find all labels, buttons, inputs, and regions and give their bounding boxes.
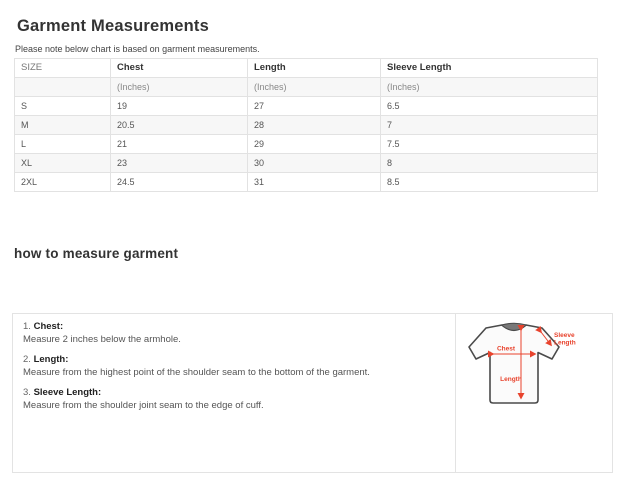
step-number: 2. (23, 354, 31, 365)
cell-chest: 24.5 (110, 172, 248, 192)
sleeve-length-label-line1: Sleeve (554, 332, 575, 339)
tshirt-measurement-diagram: Chest Length Sleeve Length (468, 322, 576, 404)
table-row-l: L 21 29 7.5 (14, 134, 598, 154)
how-to-measure-title: how to measure garment (14, 246, 179, 261)
length-label: Length (500, 376, 522, 383)
measure-instructions: 1. Chest: Measure 2 inches below the arm… (13, 314, 455, 472)
cell-size: S (14, 96, 111, 116)
cell-chest: 21 (110, 134, 248, 154)
instruction-chest-text: Measure 2 inches below the armhole. (23, 334, 181, 345)
cell-size: 2XL (14, 172, 111, 192)
units-cell-chest: (Inches) (110, 77, 248, 97)
instruction-sleeve-length: 3. Sleeve Length: Measure from the shoul… (23, 386, 445, 412)
step-label: Sleeve Length: (33, 387, 102, 398)
cell-size: M (14, 115, 111, 135)
how-to-measure-box: 1. Chest: Measure 2 inches below the arm… (12, 313, 613, 473)
sleeve-length-label-line2: Length (554, 340, 576, 347)
column-header-size: SIZE (14, 58, 111, 78)
tshirt-diagram-panel: Chest Length Sleeve Length (455, 314, 612, 472)
cell-chest: 23 (110, 153, 248, 173)
cell-length: 29 (247, 134, 381, 154)
instruction-length-heading: 2. Length: (23, 353, 445, 366)
cell-sleeve: 8.5 (380, 172, 598, 192)
table-row-2xl: 2XL 24.5 31 8.5 (14, 172, 598, 192)
cell-size: XL (14, 153, 111, 173)
step-label: Chest: (33, 321, 64, 332)
step-number: 1. (23, 321, 31, 332)
instruction-length-text: Measure from the highest point of the sh… (23, 367, 370, 378)
instruction-sleeve-text: Measure from the shoulder joint seam to … (23, 400, 264, 411)
cell-length: 30 (247, 153, 381, 173)
cell-length: 28 (247, 115, 381, 135)
cell-size: L (14, 134, 111, 154)
page-title: Garment Measurements (17, 17, 209, 35)
table-row-m: M 20.5 28 7 (14, 115, 598, 135)
step-label: Length: (33, 354, 69, 365)
units-cell-sleeve: (Inches) (380, 77, 598, 97)
units-cell-length: (Inches) (247, 77, 381, 97)
instruction-length: 2. Length: Measure from the highest poin… (23, 353, 445, 379)
table-row-xl: XL 23 30 8 (14, 153, 598, 173)
cell-chest: 19 (110, 96, 248, 116)
sleeve-arrow (535, 325, 552, 347)
cell-length: 27 (247, 96, 381, 116)
cell-sleeve: 8 (380, 153, 598, 173)
units-cell-empty (14, 77, 111, 97)
cell-sleeve: 6.5 (380, 96, 598, 116)
cell-length: 31 (247, 172, 381, 192)
table-units-row: (Inches) (Inches) (Inches) (14, 77, 598, 97)
instruction-chest-heading: 1. Chest: (23, 320, 445, 333)
column-header-chest: Chest (110, 58, 248, 78)
column-header-sleeve-length: Sleeve Length (380, 58, 598, 78)
table-header-row: SIZE Chest Length Sleeve Length (14, 58, 598, 78)
chest-label: Chest (497, 346, 516, 353)
table-row-s: S 19 27 6.5 (14, 96, 598, 116)
instruction-sleeve-heading: 3. Sleeve Length: (23, 386, 445, 399)
step-number: 3. (23, 387, 31, 398)
size-chart-table: SIZE Chest Length Sleeve Length (Inches)… (14, 58, 598, 192)
instruction-chest: 1. Chest: Measure 2 inches below the arm… (23, 320, 445, 346)
measurement-note: Please note below chart is based on garm… (15, 44, 260, 54)
column-header-length: Length (247, 58, 381, 78)
cell-chest: 20.5 (110, 115, 248, 135)
cell-sleeve: 7 (380, 115, 598, 135)
tshirt-outline (468, 324, 560, 404)
cell-sleeve: 7.5 (380, 134, 598, 154)
